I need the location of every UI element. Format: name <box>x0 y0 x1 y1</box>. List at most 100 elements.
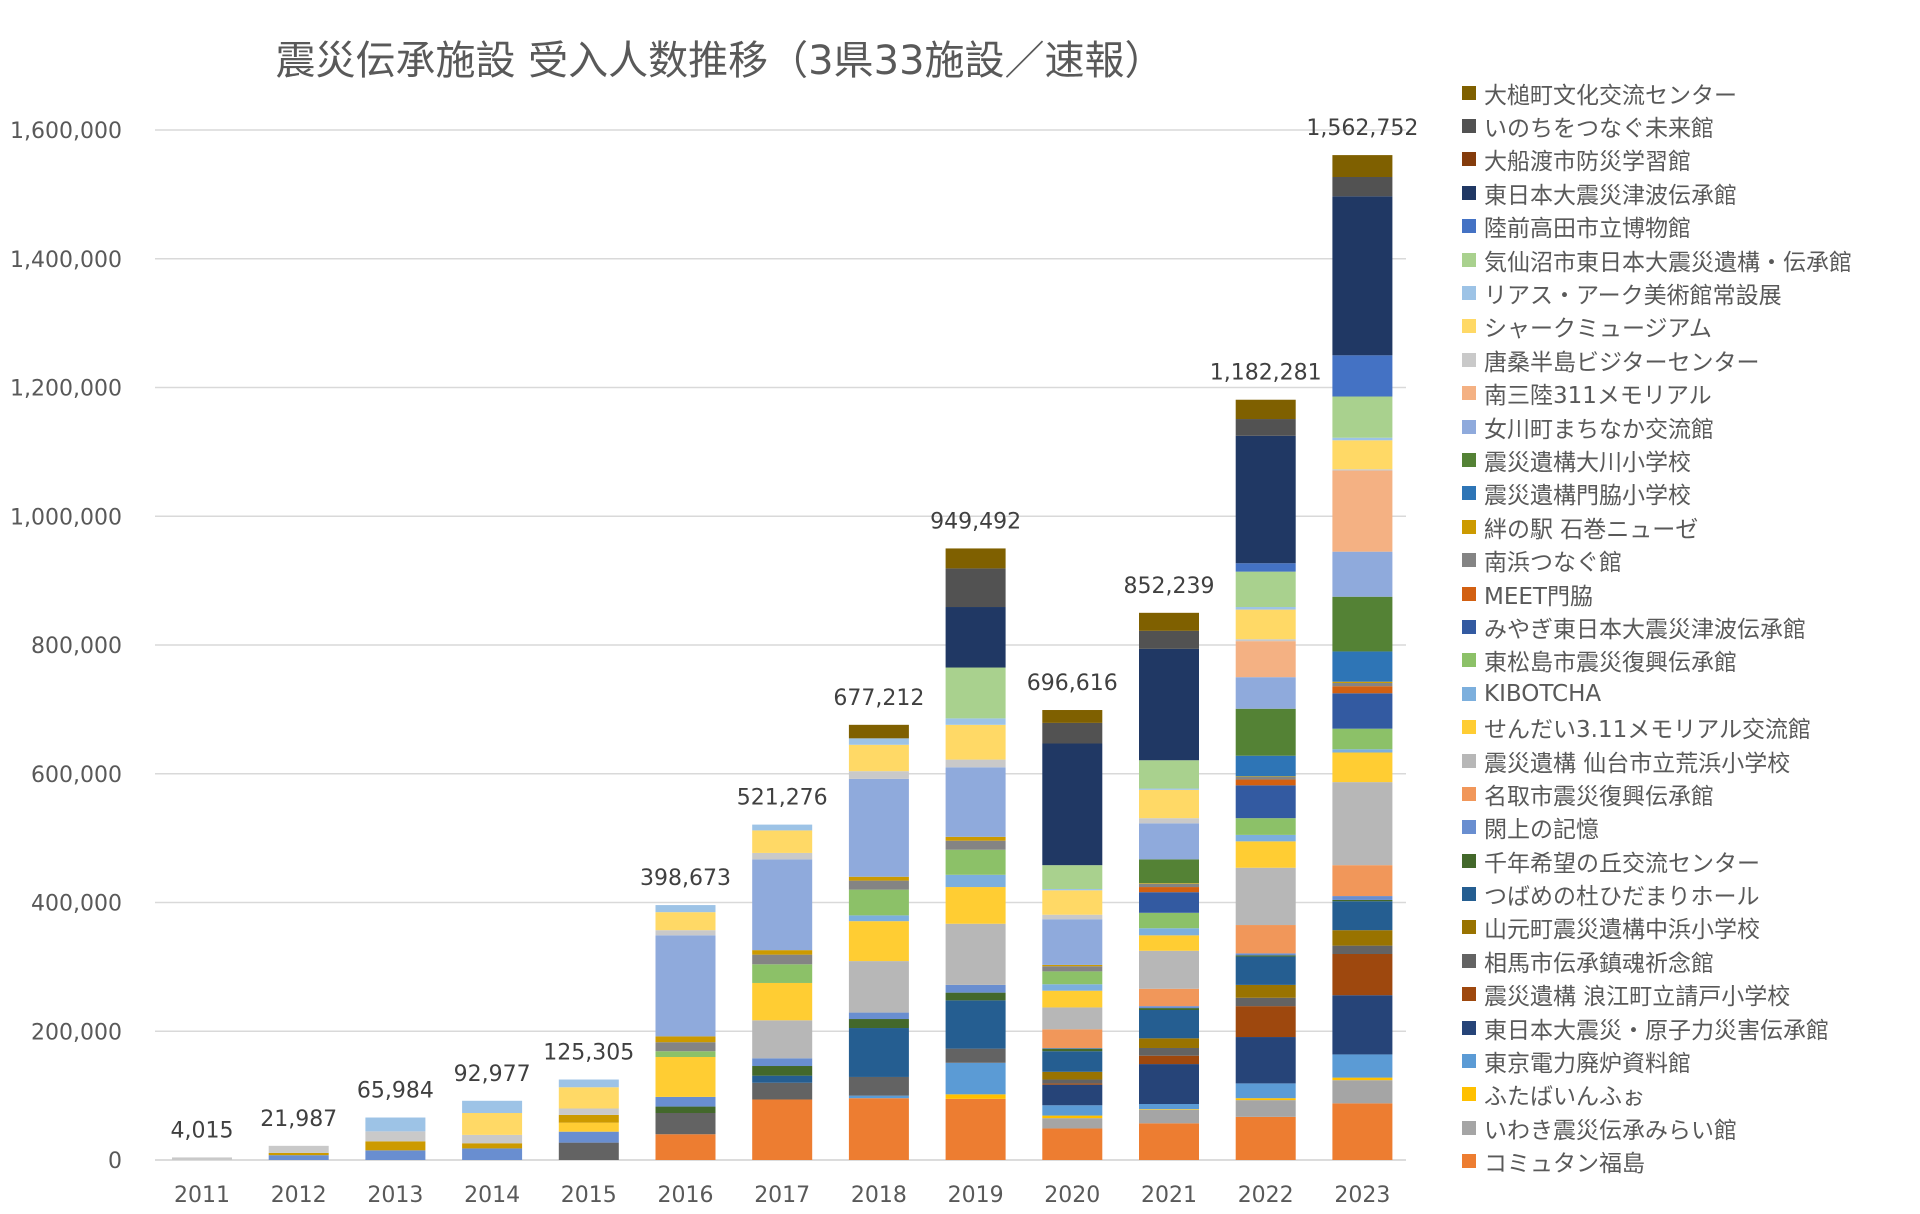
bar-segment <box>945 984 1006 993</box>
bar-segment <box>1235 1037 1296 1084</box>
bar-segment <box>268 1155 329 1160</box>
bar-segment <box>1332 954 1393 996</box>
bar-segment <box>1235 818 1296 835</box>
legend-swatch <box>1462 1154 1476 1169</box>
legend-swatch <box>1462 686 1476 701</box>
legend-item: 震災遺構門脇小学校 <box>1462 477 1852 510</box>
bar-segment <box>1139 1038 1199 1048</box>
bar-segment <box>365 1117 426 1132</box>
bar-segment <box>1042 1079 1103 1084</box>
bar-segment <box>945 718 1006 725</box>
bar-segment <box>1235 953 1296 956</box>
bar-segment <box>1332 899 1393 902</box>
legend-swatch <box>1462 386 1476 401</box>
legend-swatch <box>1462 653 1476 668</box>
bar-segment <box>1139 912 1199 929</box>
legend-swatch <box>1462 619 1476 634</box>
legend-item: 震災遺構 仙台市立荒浜小学校 <box>1462 744 1852 777</box>
bar-segment <box>1332 945 1393 954</box>
legend-swatch <box>1462 486 1476 501</box>
legend-label: コミュタン福島 <box>1484 1151 1645 1178</box>
bar-segment <box>945 874 1006 888</box>
legend-item: 大槌町文化交流センター <box>1462 76 1852 109</box>
legend-item: 千年希望の丘交流センター <box>1462 844 1852 877</box>
total-label: 1,182,281 <box>1210 361 1322 386</box>
bar-segment <box>945 992 1006 1001</box>
x-tick-label: 2014 <box>464 1183 520 1208</box>
legend-swatch <box>1462 152 1476 167</box>
bar-segment <box>558 1131 619 1143</box>
bar-segment <box>848 1012 909 1020</box>
legend-swatch <box>1462 252 1476 267</box>
bar-segment <box>1235 779 1296 786</box>
bar-segment <box>655 1036 716 1043</box>
bar-segment <box>945 1062 1006 1095</box>
legend-label: ふたばいんふぉ <box>1484 1084 1645 1111</box>
bar-segment <box>945 840 1006 850</box>
bar-segment <box>752 964 813 983</box>
y-tick-label: 0 <box>108 1149 122 1174</box>
bar-segment <box>655 1042 716 1052</box>
legend-label: 震災遺構大川小学校 <box>1484 450 1691 476</box>
bar-segment <box>1235 925 1296 954</box>
bar-segment <box>1042 1047 1103 1049</box>
bar-segment <box>655 1106 716 1114</box>
bar-segment <box>1139 883 1199 884</box>
bar-segment <box>752 824 813 831</box>
bar-segment <box>1235 399 1296 420</box>
bar-segment <box>655 935 716 1037</box>
bar-segment <box>365 1150 426 1160</box>
bar-segment <box>945 1000 1006 1049</box>
legend-label: つばめの杜ひだまりホール <box>1484 884 1760 911</box>
bar-segment <box>945 568 1006 608</box>
legend-item: 閖上の記憶 <box>1462 811 1852 844</box>
legend-swatch <box>1462 1087 1476 1102</box>
legend-item: ふたばいんふぉ <box>1462 1078 1852 1111</box>
bar-segment <box>1235 1006 1296 1038</box>
bar-segment <box>1332 896 1393 900</box>
bar-segment <box>1332 901 1393 931</box>
bar-segment <box>945 548 1006 569</box>
x-tick-label: 2013 <box>367 1183 423 1208</box>
total-labels: 4,015 21,987 65,984 92,977 125,305 398,673 521… <box>171 116 1419 1143</box>
bar-segment <box>268 1152 329 1156</box>
legend-item: いわき震災伝承みらい館 <box>1462 1111 1852 1144</box>
bar-segment <box>1139 1064 1199 1104</box>
bar-segment <box>655 1113 716 1135</box>
bar-segment <box>1235 708 1296 756</box>
bar-segment <box>752 1058 813 1067</box>
legend-swatch <box>1462 786 1476 801</box>
legend-item: シャークミュージアム <box>1462 310 1852 343</box>
bar-segment <box>752 1066 813 1076</box>
bar-segment <box>1332 693 1393 729</box>
x-axis-labels: 2011 2012 2013 2014 2015 2016 2017 2018 2019 2020… <box>174 1183 1390 1208</box>
bar-segment <box>1139 1055 1199 1065</box>
bar-segment <box>1139 1006 1199 1009</box>
bar-segment <box>558 1122 619 1132</box>
legend-swatch <box>1462 987 1476 1002</box>
bar-segment <box>1042 888 1103 891</box>
bar-segment <box>1139 988 1199 1007</box>
legend-swatch <box>1462 419 1476 434</box>
legend-item: 南三陸311メモリアル <box>1462 377 1852 410</box>
legend-item: 震災遺構 浪江町立請戸小学校 <box>1462 978 1852 1011</box>
bar-segment <box>1332 196 1393 356</box>
legend-item: 山元町震災遺構中浜小学校 <box>1462 911 1852 944</box>
bar-segment <box>1042 1128 1103 1160</box>
bar-segment <box>1332 728 1393 750</box>
bar-segment <box>945 1048 1006 1063</box>
bar-segment <box>1042 743 1103 866</box>
legend-swatch <box>1462 820 1476 835</box>
bar-segment <box>1332 551 1393 597</box>
x-tick-label: 2012 <box>271 1183 327 1208</box>
bar-segment <box>945 759 1006 768</box>
bar-segment <box>1235 755 1296 777</box>
bar-segment <box>752 954 813 965</box>
bar-segment <box>1042 890 1103 915</box>
legend-swatch <box>1462 586 1476 601</box>
bar-segment <box>1139 887 1199 893</box>
bar-segment <box>1235 785 1296 819</box>
x-tick-label: 2021 <box>1141 1183 1197 1208</box>
bar-segment <box>1332 782 1393 866</box>
bar-segment <box>1139 950 1199 989</box>
